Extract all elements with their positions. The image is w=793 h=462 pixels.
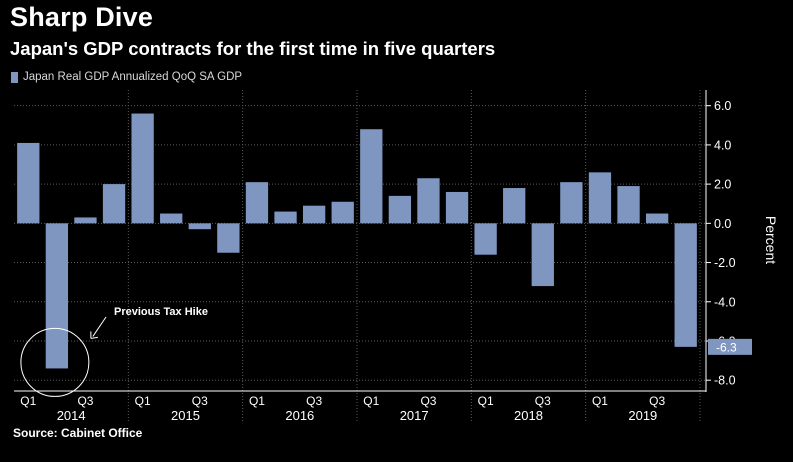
x-year-label: 2016 (285, 408, 314, 423)
x-quarter-label: Q1 (135, 394, 151, 408)
last-value-box (708, 338, 752, 355)
bar (331, 201, 354, 224)
y-tick-label: 6.0 (714, 99, 731, 113)
last-value-label: -6.3 (716, 340, 737, 354)
bar (45, 223, 69, 369)
bar (617, 186, 640, 224)
bar (17, 142, 40, 224)
x-quarter-label: Q1 (592, 394, 608, 408)
bar (274, 211, 297, 224)
legend-swatch (11, 71, 18, 83)
bar (674, 223, 697, 347)
bar (131, 113, 154, 224)
annotation-arrowhead (90, 331, 98, 339)
y-tick-label: -4.0 (714, 295, 736, 309)
bar (445, 191, 469, 224)
annotation-arrow (92, 316, 107, 337)
annotation-label: Previous Tax Hike (114, 306, 208, 318)
chart-title: Sharp Dive (10, 2, 154, 32)
bar (302, 205, 326, 224)
x-year-label: 2014 (57, 408, 86, 423)
x-quarter-label: Q1 (363, 394, 379, 408)
x-year-label: 2018 (514, 408, 543, 423)
x-quarter-label: Q3 (535, 394, 551, 408)
x-year-label: 2017 (400, 408, 429, 423)
bar (360, 129, 383, 224)
chart-subtitle: Japan's GDP contracts for the first time… (10, 38, 496, 59)
bar (588, 172, 612, 224)
legend-label: Japan Real GDP Annualized QoQ SA GDP (23, 71, 243, 83)
x-quarter-label: Q1 (20, 394, 36, 408)
bar (417, 178, 440, 224)
bar (645, 213, 669, 224)
bar (74, 217, 97, 224)
legend: Japan Real GDP Annualized QoQ SA GDP (11, 71, 242, 83)
bar (474, 223, 497, 255)
y-tick-label: 2.0 (714, 178, 731, 192)
source-note: Source: Cabinet Office (13, 426, 143, 440)
bar (188, 223, 211, 230)
x-quarter-label: Q3 (306, 394, 322, 408)
y-tick-label: -2.0 (714, 256, 736, 270)
y-tick-label: 0.0 (714, 217, 731, 231)
x-quarter-label: Q3 (649, 394, 665, 408)
x-quarter-label: Q1 (249, 394, 265, 408)
bar (560, 182, 583, 224)
bar (531, 223, 554, 287)
y-axis-label: Percent (763, 216, 779, 264)
x-quarter-label: Q3 (420, 394, 436, 408)
x-quarter-label: Q3 (77, 394, 93, 408)
x-year-label: 2019 (628, 408, 657, 423)
y-tick-label: 4.0 (714, 138, 731, 152)
x-quarter-label: Q3 (192, 394, 208, 408)
bar (503, 188, 526, 224)
annotation-circle (20, 327, 90, 397)
x-quarter-label: Q1 (478, 394, 494, 408)
x-year-label: 2015 (171, 408, 200, 423)
bar (245, 182, 269, 224)
bar (160, 213, 183, 224)
bar (102, 184, 126, 224)
bar (217, 223, 240, 253)
y-tick-label: -8.0 (714, 374, 736, 388)
bar (388, 195, 412, 224)
